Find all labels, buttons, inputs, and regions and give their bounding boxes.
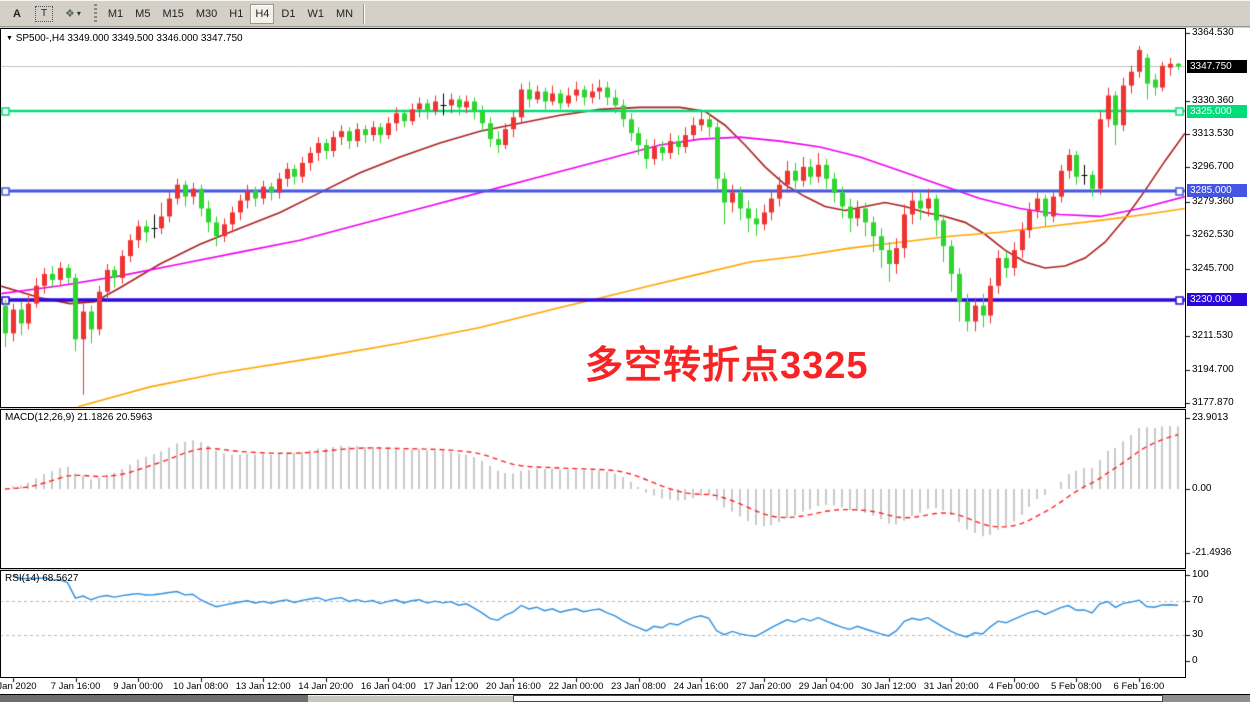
hline-price-badge: 3325.000 bbox=[1187, 104, 1247, 118]
price-axis-label: 3177.870 bbox=[1192, 396, 1234, 408]
time-axis-label: 16 Jan 04:00 bbox=[360, 681, 416, 692]
price-axis-label: 3245.700 bbox=[1192, 262, 1234, 274]
time-axis-label: 29 Jan 04:00 bbox=[798, 681, 854, 692]
time-axis-label: 7 Jan 16:00 bbox=[50, 681, 101, 692]
scrollbar-thumb[interactable] bbox=[308, 695, 513, 702]
time-axis-label: 17 Jan 12:00 bbox=[423, 681, 479, 692]
price-axis-label: 3313.530 bbox=[1192, 128, 1234, 140]
macd-label: MACD(12,26,9) 21.1826 20.5963 bbox=[5, 412, 153, 423]
price-axis-label: 3211.530 bbox=[1192, 330, 1233, 342]
time-axis-label: 6 Feb 16:00 bbox=[1113, 681, 1165, 692]
rsi-axis-label: 0 bbox=[1192, 655, 1198, 666]
scrollbar-track-right[interactable] bbox=[513, 695, 1163, 702]
rsi-label: RSI(14) 68.5627 bbox=[5, 573, 79, 584]
price-axis-label: 3330.360 bbox=[1192, 94, 1234, 106]
hline-price-badge: 3285.000 bbox=[1187, 184, 1247, 198]
rsi-axis-label: 30 bbox=[1192, 629, 1204, 641]
chart-annotation-text[interactable]: 多空转折点3325 bbox=[585, 345, 869, 387]
symbol-dropdown-icon[interactable]: ▼ bbox=[6, 35, 13, 42]
price-axis-label: 3194.700 bbox=[1192, 363, 1234, 375]
macd-axis-label: 23.9013 bbox=[1192, 411, 1229, 423]
time-axis-label: 9 Jan 00:00 bbox=[113, 681, 163, 692]
time-axis-label: 14 Jan 20:00 bbox=[298, 681, 354, 692]
symbol-title-row: ▼ SP500-,H4 3349.000 3349.500 3346.000 3… bbox=[6, 33, 243, 44]
price-axis-label: 3364.530 bbox=[1192, 27, 1234, 38]
hline-price-badge: 3230.000 bbox=[1187, 293, 1247, 307]
price-axis-label: 3262.530 bbox=[1192, 229, 1234, 241]
time-axis-label: 24 Jan 16:00 bbox=[673, 681, 729, 692]
symbol-title: SP500-,H4 3349.000 3349.500 3346.000 334… bbox=[15, 33, 243, 44]
time-axis-label: 5 Feb 08:00 bbox=[1050, 681, 1102, 692]
time-axis-label: 20 Jan 16:00 bbox=[485, 681, 541, 692]
macd-axis-label: -21.4936 bbox=[1192, 546, 1232, 558]
time-axis-label: 31 Jan 20:00 bbox=[923, 681, 979, 692]
time-axis-label: 22 Jan 00:00 bbox=[548, 681, 604, 692]
time-axis-label: 10 Jan 08:00 bbox=[173, 681, 229, 692]
time-axis-label: 27 Jan 20:00 bbox=[736, 681, 792, 692]
time-axis-label: 23 Jan 08:00 bbox=[611, 681, 666, 692]
current-price-badge: 3347.750 bbox=[1187, 59, 1247, 73]
time-axis-label: 6 Jan 2020 bbox=[0, 681, 37, 692]
time-axis-label: 30 Jan 12:00 bbox=[861, 681, 917, 692]
price-axis-label: 3296.700 bbox=[1192, 161, 1234, 173]
scrollbar-track-left[interactable] bbox=[0, 695, 308, 702]
horizontal-scrollbar[interactable] bbox=[0, 694, 1250, 702]
macd-axis-label: 0.00 bbox=[1192, 483, 1212, 494]
rsi-axis-label: 100 bbox=[1192, 569, 1209, 580]
price-axis-label: 3279.360 bbox=[1192, 195, 1234, 207]
rsi-axis-label: 70 bbox=[1192, 594, 1204, 606]
time-axis-label: 4 Feb 00:00 bbox=[988, 681, 1040, 692]
time-axis-label: 13 Jan 12:00 bbox=[235, 681, 291, 692]
